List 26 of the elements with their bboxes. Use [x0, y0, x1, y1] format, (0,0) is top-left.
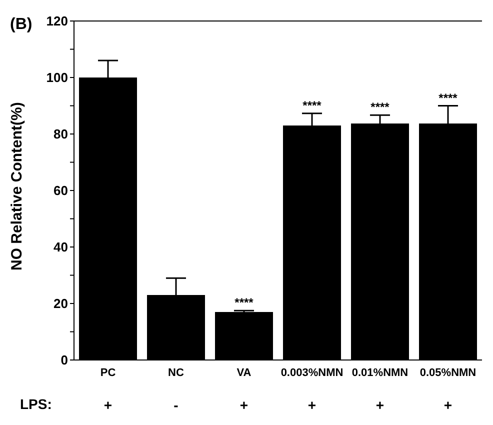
text: + — [444, 396, 452, 413]
text: + — [376, 396, 384, 413]
text: (B) — [10, 16, 32, 34]
x-tick-label: 0.05%NMN — [420, 366, 476, 379]
y-tick-label: 20 — [54, 296, 68, 312]
annotation: **** — [234, 296, 254, 310]
text: - — [174, 396, 179, 413]
x-tick-label: NC — [168, 366, 184, 379]
x-tick-label: VA — [236, 366, 252, 379]
y-tick-label: 80 — [54, 126, 68, 142]
y-tick-label: 60 — [54, 183, 68, 198]
y-tick-label: 120 — [46, 14, 68, 29]
text: + — [308, 396, 316, 413]
x-tick-label: 0.003%NMN — [280, 366, 344, 379]
text: LPS: — [20, 396, 52, 412]
y-tick-label: 0 — [60, 352, 68, 368]
x-tick-label: 0.01%NMN — [352, 366, 408, 379]
y-axis-title: NO Relative Content(%) — [8, 102, 26, 270]
text: + — [104, 396, 112, 413]
text: + — [240, 396, 248, 413]
y-tick-label: 100 — [46, 70, 68, 86]
annotation: **** — [302, 98, 322, 112]
y-tick-label: 40 — [54, 240, 68, 255]
annotation: **** — [370, 100, 390, 114]
annotation: **** — [438, 90, 458, 105]
x-tick-label: PC — [100, 366, 116, 379]
